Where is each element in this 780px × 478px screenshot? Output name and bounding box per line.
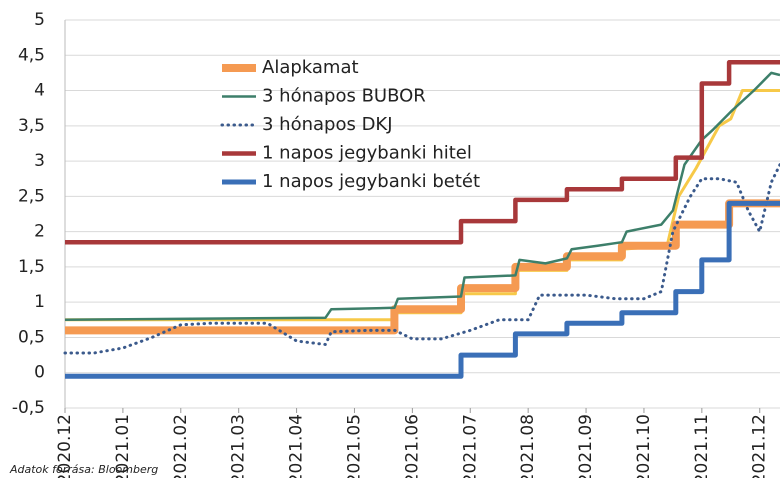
series-line [65,199,780,335]
x-tick-label: 2020.12 [55,414,75,478]
y-tick-label: 0 [34,363,45,383]
y-tick-label: 3,5 [18,116,45,136]
legend-label: 1 napos jegybanki betét [262,171,480,192]
y-tick-label: 4 [34,81,45,101]
legend-label: Alapkamat [262,57,359,78]
x-tick-label: 2021.10 [634,414,654,478]
x-tick-label: 2021.02 [171,414,191,478]
y-tick-label: -0,5 [12,398,45,418]
y-tick-label: 4,5 [18,45,45,65]
y-tick-label: 3 [34,151,45,171]
y-tick-label: 1,5 [18,257,45,277]
x-tick-label: 2021.09 [576,414,596,478]
x-tick-label: 2021.12 [750,414,770,478]
source-note: Adatok forrása: Bloomberg [9,463,158,476]
y-tick-label: 0,5 [18,327,45,347]
series-line [65,200,780,379]
y-tick-label: 1 [34,292,45,312]
x-tick-label: 2021.03 [229,414,249,478]
series-line [65,60,780,245]
x-tick-label: 2021.05 [344,414,364,478]
x-tick-label: 2021.11 [692,414,712,478]
y-tick-label: 5 [34,10,45,30]
series-line [64,71,780,322]
y-tick-label: 2,5 [18,186,45,206]
series-line [63,163,780,355]
x-tick-label: 2021.06 [402,414,422,478]
legend-label: 1 napos jegybanki hitel [262,143,472,164]
x-tick-label: 2021.04 [287,414,307,478]
x-tick-label: 2021.08 [518,414,538,478]
legend-label: 3 hónapos DKJ [262,114,393,135]
series-line [65,89,780,322]
legend-label: 3 hónapos BUBOR [262,86,426,107]
y-tick-label: 2 [34,222,45,242]
x-tick-label: 2021.07 [460,414,480,478]
x-tick-label: 2021.01 [113,414,133,478]
